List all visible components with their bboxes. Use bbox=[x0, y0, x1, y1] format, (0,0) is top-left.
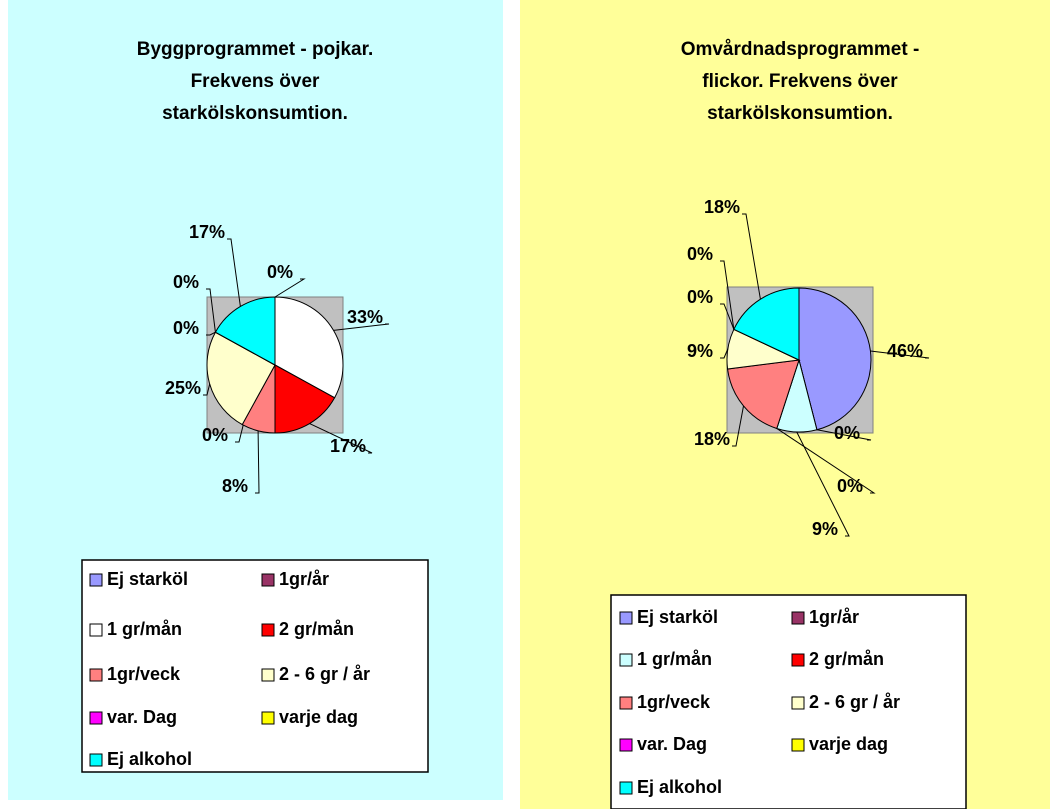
legend-swatch bbox=[619, 781, 633, 795]
legend-swatch bbox=[261, 573, 275, 587]
legend-label: 2 gr/mån bbox=[279, 619, 354, 639]
legend-swatch bbox=[619, 738, 633, 752]
legend-swatch bbox=[791, 653, 805, 667]
legend-swatch bbox=[261, 623, 275, 637]
legend-label: 1gr/år bbox=[279, 569, 329, 589]
legend-label: Ej starköl bbox=[107, 569, 188, 589]
data-label: 0% bbox=[173, 272, 199, 292]
chart-title: Omvårdnadsprogrammet - flickor. Frekvens… bbox=[680, 39, 920, 124]
legend-label: Ej starköl bbox=[637, 607, 718, 627]
data-label: 18% bbox=[694, 429, 730, 449]
data-label: 9% bbox=[812, 519, 838, 539]
leader-line bbox=[816, 429, 872, 441]
data-label: 46% bbox=[887, 341, 923, 361]
legend-swatch bbox=[261, 711, 275, 725]
data-label: 0% bbox=[837, 476, 863, 496]
leader-line bbox=[796, 431, 850, 537]
leader-line bbox=[206, 331, 216, 336]
legend-swatch bbox=[619, 696, 633, 710]
leader-line bbox=[274, 278, 306, 298]
chart-title: Byggprogrammet - pojkar. Frekvens över s… bbox=[136, 39, 374, 124]
legend-swatch bbox=[89, 711, 103, 725]
legend-label: Ej alkohol bbox=[107, 749, 192, 769]
data-label: 8% bbox=[222, 476, 248, 496]
legend-label: var. Dag bbox=[637, 734, 707, 754]
leader-line bbox=[206, 288, 216, 333]
leader-line bbox=[227, 238, 241, 307]
legend-swatch bbox=[89, 573, 103, 587]
leader-line bbox=[309, 423, 373, 454]
leader-line bbox=[870, 350, 930, 359]
pie-slice bbox=[214, 296, 276, 366]
leader-line bbox=[203, 383, 211, 396]
legend-swatch bbox=[261, 668, 275, 682]
legend-label: 2 - 6 gr / år bbox=[279, 664, 370, 684]
legend-label: 1gr/veck bbox=[107, 664, 181, 684]
legend-swatch bbox=[619, 653, 633, 667]
leader-line bbox=[742, 213, 761, 300]
leader-line bbox=[776, 428, 876, 494]
legend-label: 1 gr/mån bbox=[637, 649, 712, 669]
leader-line bbox=[720, 260, 735, 330]
data-label: 0% bbox=[202, 425, 228, 445]
leader-line bbox=[255, 430, 260, 494]
legend-label: varje dag bbox=[809, 734, 888, 754]
legend-label: varje dag bbox=[279, 707, 358, 727]
legend-label: var. Dag bbox=[107, 707, 177, 727]
data-label: 9% bbox=[687, 341, 713, 361]
legend-swatch bbox=[89, 623, 103, 637]
legend-label: 2 gr/mån bbox=[809, 649, 884, 669]
legend bbox=[81, 559, 429, 773]
legend-label: 1gr/år bbox=[809, 607, 859, 627]
legend-swatch bbox=[791, 611, 805, 625]
data-label: 0% bbox=[173, 318, 199, 338]
data-label: 0% bbox=[267, 262, 293, 282]
data-label: 17% bbox=[189, 222, 225, 242]
legend-label: 1gr/veck bbox=[637, 692, 711, 712]
legend-label: 1 gr/mån bbox=[107, 619, 182, 639]
pie-slice bbox=[274, 364, 336, 434]
leader-line bbox=[333, 323, 390, 331]
data-label: 0% bbox=[834, 423, 860, 443]
leader-line bbox=[720, 303, 735, 330]
data-label: 18% bbox=[704, 197, 740, 217]
data-label: 0% bbox=[687, 244, 713, 264]
data-label: 33% bbox=[347, 307, 383, 327]
legend-swatch bbox=[89, 668, 103, 682]
leader-line bbox=[720, 348, 729, 359]
legend-swatch bbox=[619, 611, 633, 625]
legend bbox=[610, 594, 967, 809]
data-label: 0% bbox=[687, 287, 713, 307]
legend-swatch bbox=[791, 696, 805, 710]
legend-swatch bbox=[89, 753, 103, 767]
legend-swatch bbox=[791, 738, 805, 752]
data-label: 25% bbox=[165, 378, 201, 398]
pie-slice bbox=[274, 296, 344, 399]
pie-slice bbox=[727, 359, 800, 430]
legend-label: 2 - 6 gr / år bbox=[809, 692, 900, 712]
legend-label: Ej alkohol bbox=[637, 777, 722, 797]
leader-line bbox=[732, 405, 745, 447]
data-label: 17% bbox=[330, 436, 366, 456]
